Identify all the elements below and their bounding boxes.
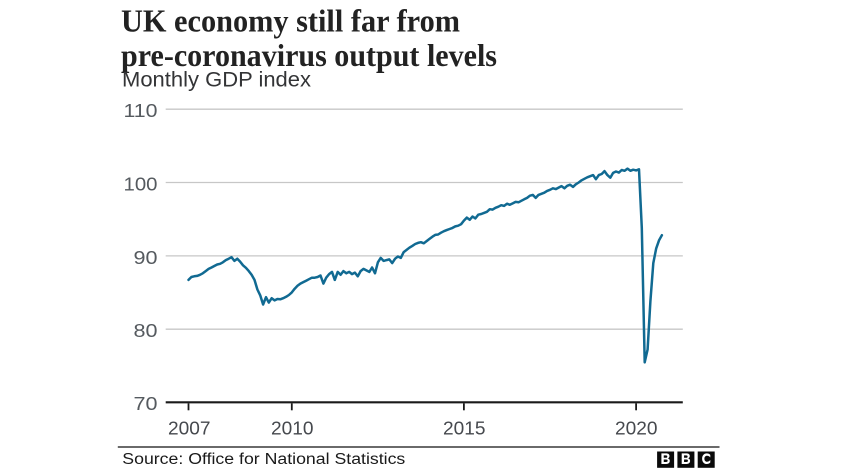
- svg-text:Monthly GDP index: Monthly GDP index: [122, 69, 312, 92]
- svg-text:UK economy still far from: UK economy still far from: [121, 2, 460, 38]
- svg-text:110: 110: [124, 101, 158, 121]
- svg-text:70: 70: [134, 394, 158, 414]
- svg-text:80: 80: [134, 321, 158, 341]
- svg-text:100: 100: [124, 175, 158, 195]
- svg-text:2015: 2015: [443, 418, 486, 438]
- svg-text:2020: 2020: [615, 418, 658, 438]
- svg-text:pre-coronavirus output levels: pre-coronavirus output levels: [121, 37, 497, 73]
- svg-text:Source: Office for National St: Source: Office for National Statistics: [122, 451, 405, 468]
- svg-text:2010: 2010: [271, 418, 314, 438]
- svg-text:2007: 2007: [168, 418, 211, 438]
- svg-text:90: 90: [134, 248, 158, 268]
